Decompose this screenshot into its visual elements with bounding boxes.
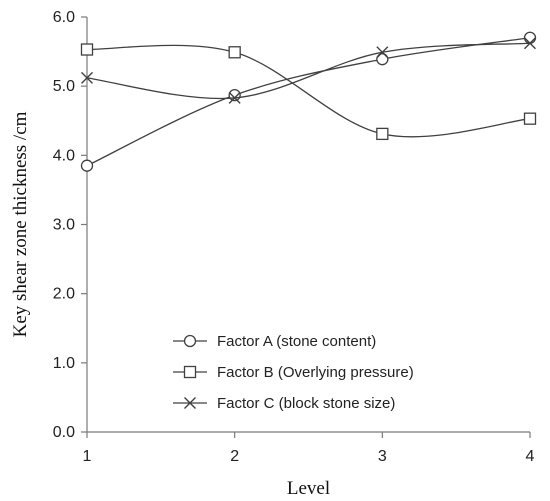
legend-label: Factor B (Overlying pressure) — [217, 364, 414, 381]
x-tick-labels: 1 2 3 4 — [83, 448, 535, 465]
x-tick-label: 2 — [230, 448, 239, 465]
x-tick-label: 1 — [83, 448, 92, 465]
axes — [81, 16, 531, 438]
series-line-factor-a — [86, 37, 531, 167]
series-factor-a — [80, 31, 537, 172]
y-tick-labels: 0.0 1.0 2.0 3.0 4.0 5.0 6.0 — [53, 9, 75, 441]
data-point-factor-c — [524, 37, 536, 50]
data-point-factor-a — [376, 53, 389, 66]
series-factor-c — [81, 37, 536, 104]
y-axis-title: Key shear zone thickness /cm — [10, 111, 31, 337]
series-line-factor-b — [86, 44, 531, 138]
data-point-factor-c — [228, 91, 241, 104]
legend-marker — [183, 365, 197, 379]
legend-label: Factor C (block stone size) — [217, 395, 395, 412]
legend-marker — [183, 334, 197, 348]
y-tick-label: 5.0 — [53, 78, 75, 95]
x-axis-title: Level — [287, 478, 330, 499]
data-point-factor-c — [81, 71, 93, 84]
legend-item-factor-c: Factor C (block stone size) — [173, 395, 395, 412]
y-tick-label: 4.0 — [53, 147, 75, 164]
data-point-factor-c — [376, 46, 389, 59]
y-tick-label: 1.0 — [53, 355, 75, 372]
data-point-factor-a — [80, 159, 94, 172]
y-tick-label: 0.0 — [53, 424, 75, 441]
y-tick-label: 3.0 — [53, 217, 75, 234]
legend: Factor A (stone content) Factor B (Overly… — [173, 333, 414, 412]
series-group — [80, 31, 537, 172]
y-tick-label: 2.0 — [53, 286, 75, 303]
x-tick-label: 4 — [526, 448, 535, 465]
data-point-factor-a — [228, 89, 241, 102]
x-tick-label: 3 — [378, 448, 387, 465]
legend-item-factor-a: Factor A (stone content) — [173, 333, 376, 350]
data-point-factor-b — [228, 46, 241, 59]
series-factor-b — [80, 43, 537, 141]
data-point-factor-b — [80, 43, 94, 56]
legend-label: Factor A (stone content) — [217, 333, 376, 350]
series-line-factor-c — [86, 42, 531, 100]
legend-marker — [184, 397, 196, 409]
data-point-factor-b — [523, 112, 537, 125]
data-point-factor-b — [376, 127, 389, 141]
data-point-factor-a — [523, 31, 537, 44]
y-tick-label: 6.0 — [53, 9, 75, 26]
legend-item-factor-b: Factor B (Overlying pressure) — [173, 364, 414, 381]
